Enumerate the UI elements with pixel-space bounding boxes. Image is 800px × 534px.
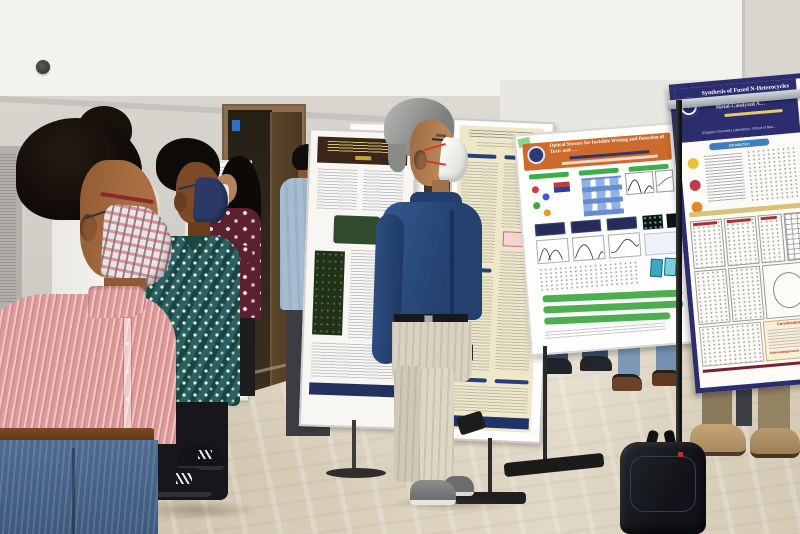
scheme-dot <box>532 201 541 210</box>
scheme-box <box>727 265 765 323</box>
scheme-area <box>538 260 640 293</box>
cuvette <box>663 257 677 277</box>
key-circle <box>689 179 702 192</box>
poster-image-tall <box>312 250 345 336</box>
person-legs-khaki <box>688 362 800 472</box>
hair-nape <box>388 144 406 172</box>
backpack-body <box>620 442 706 534</box>
neck <box>188 222 210 238</box>
photo-dark <box>642 214 664 230</box>
section-pill <box>494 378 529 385</box>
spectra-curve <box>610 238 639 254</box>
photo-strip <box>606 216 638 231</box>
scheme-box <box>694 268 731 326</box>
jeans <box>0 440 158 534</box>
bullet-text <box>704 152 747 204</box>
backpack-red-tag <box>678 452 683 457</box>
box-header-red <box>760 215 777 221</box>
scheme-dot <box>531 185 540 194</box>
poster-stand-pole <box>676 100 682 464</box>
flow-chips <box>581 175 625 217</box>
jeans-seam <box>72 448 75 534</box>
shoe <box>580 356 612 374</box>
conclusions-box: Conclusions Acknowledgements <box>762 316 800 362</box>
door-sign <box>232 120 240 131</box>
sneaker <box>410 480 456 505</box>
scheme-flag <box>553 181 571 193</box>
shirt-button <box>126 370 129 373</box>
conclusions-title: Conclusions <box>776 319 800 327</box>
photo-strip <box>570 219 602 234</box>
section-pill-green <box>528 171 569 180</box>
graph-box <box>624 170 655 196</box>
key-circle <box>687 157 700 170</box>
scheme-box <box>757 213 786 264</box>
khaki-leg-back <box>394 366 424 482</box>
crest-logo <box>526 145 546 165</box>
ear <box>80 214 97 241</box>
mechanism-circle <box>771 270 800 310</box>
pink-shirt <box>0 294 176 444</box>
shoe-stripes <box>176 473 192 484</box>
scheme-box <box>723 215 760 267</box>
poster-stand-pole <box>352 420 356 472</box>
belt <box>0 428 154 442</box>
floor-shadow <box>130 500 260 520</box>
backpack-zipper <box>630 456 696 512</box>
poster-body: Introduction Conclusions Acknowledgement… <box>678 132 800 379</box>
backpack <box>616 429 708 534</box>
scheme-dot <box>542 193 550 201</box>
shoe-stripes <box>198 450 212 459</box>
khaki-leg-front <box>420 368 454 486</box>
photo-strip <box>534 222 566 237</box>
spectra-curve <box>539 248 563 262</box>
poster-stand-pole <box>543 346 547 466</box>
conclusions-lines <box>767 326 800 351</box>
sandal-foot <box>652 370 682 386</box>
shirt-placket <box>124 318 131 434</box>
sandal-foot <box>612 374 642 391</box>
scheme-box <box>689 218 726 270</box>
spectra-box <box>571 235 606 262</box>
ear <box>174 192 187 212</box>
ear <box>414 150 427 170</box>
shirt-button <box>126 398 129 401</box>
spectra-box <box>535 237 570 265</box>
poster-text-lines <box>0 154 16 304</box>
sneaker-front <box>150 468 212 497</box>
poster-stand-base <box>326 468 386 478</box>
graph-curve <box>627 179 653 195</box>
box-header-red <box>692 221 718 227</box>
spectra-box <box>607 232 642 259</box>
spectra-curve <box>575 244 604 261</box>
poster-body <box>524 161 686 345</box>
scheme-box <box>698 321 765 367</box>
tan-shoe <box>750 428 800 458</box>
results-table <box>783 211 800 262</box>
person-gray-hair <box>348 98 498 510</box>
chem-structures <box>745 145 800 203</box>
scheme-dot <box>543 209 552 217</box>
authors-line <box>724 108 783 118</box>
mechanism-box <box>761 261 800 320</box>
poster-optical-sensors: Optical Sensors for Invisible Writing an… <box>513 121 695 357</box>
poster-stand-pole <box>488 438 492 494</box>
graph-box <box>654 169 675 193</box>
person-foreground <box>0 118 206 534</box>
box-header-red <box>726 218 751 224</box>
shirt-placket <box>450 210 454 314</box>
wall-bell <box>36 60 50 74</box>
cuvette <box>649 258 663 278</box>
shirt-collar <box>88 286 146 318</box>
section-pill-green <box>578 167 619 176</box>
sneaker-back <box>178 446 224 470</box>
footer-text <box>545 322 666 340</box>
graph-curve <box>657 176 672 187</box>
shirt-button <box>126 342 129 345</box>
